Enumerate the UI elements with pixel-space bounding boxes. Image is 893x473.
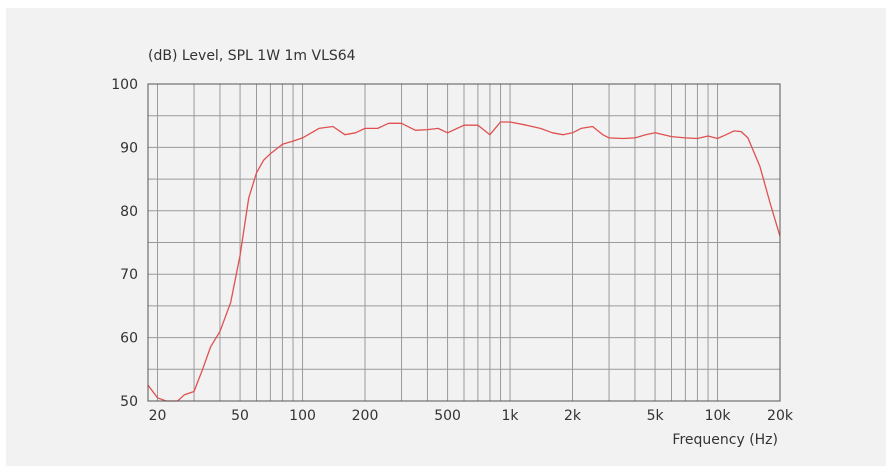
series-layer [147,121,781,402]
x-tick-label: 20k [767,408,794,424]
grid [148,84,780,401]
x-tick-label: 5k [647,408,665,424]
y-tick-label: 70 [120,267,138,283]
y-tick-label: 60 [120,331,138,347]
series-line [147,121,781,402]
x-tick-label: 10k [705,408,732,424]
chart-title: (dB) Level, SPL 1W 1m VLS64 [148,48,356,64]
x-tick-label: 20 [149,408,167,424]
x-tick-label: 200 [352,408,379,424]
y-tick-label: 90 [120,140,138,156]
plot-frame [147,83,781,402]
axis-ticks: 50 60 70 80 90 100 20 50 100 200 500 1k 2k 5k 10k 20k [111,77,794,424]
y-tick-label: 50 [120,394,138,410]
x-tick-label: 50 [231,408,249,424]
x-tick-label: 100 [289,408,316,424]
x-tick-label: 500 [434,408,461,424]
x-axis-label: Frequency (Hz) [672,432,778,448]
y-tick-label: 100 [111,77,138,93]
chart-panel: (dB) Level, SPL 1W 1m VLS64 Frequency (H… [6,8,886,466]
y-tick-label: 80 [120,204,138,220]
x-tick-label: 1k [502,408,520,424]
x-tick-label: 2k [564,408,582,424]
spl-frequency-chart: (dB) Level, SPL 1W 1m VLS64 Frequency (H… [111,48,794,448]
